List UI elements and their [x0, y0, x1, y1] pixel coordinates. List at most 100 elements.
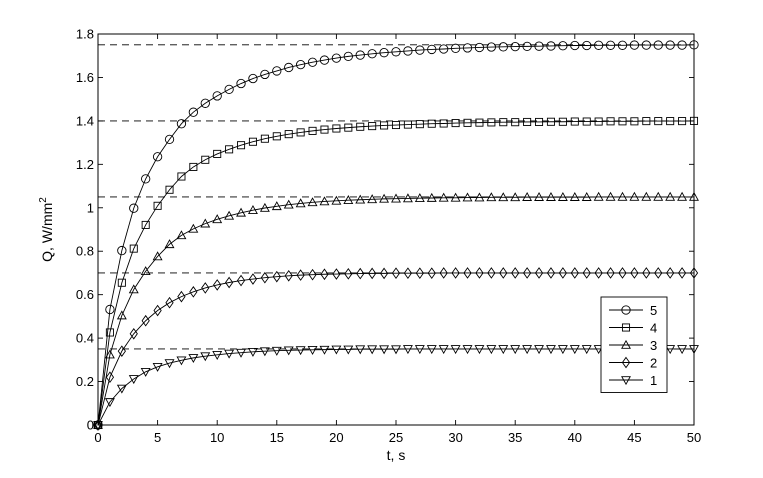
- y-tick-label: 0.8: [76, 244, 94, 259]
- data-point-2: [391, 267, 401, 279]
- data-point-3: [319, 196, 330, 206]
- axis-ticks: [97, 33, 695, 426]
- data-point-2: [415, 267, 424, 279]
- data-point-5: [582, 40, 592, 51]
- data-point-2: [606, 267, 615, 279]
- x-tick-label: 35: [508, 430, 522, 445]
- legend-marker-2: [621, 356, 631, 369]
- data-point-3: [259, 202, 270, 212]
- data-point-2: [189, 286, 198, 298]
- y-tick-label: 1.2: [76, 157, 94, 172]
- data-point-5: [486, 42, 497, 52]
- data-point-5: [403, 46, 413, 56]
- data-point-2: [344, 267, 353, 280]
- data-point-5: [236, 78, 246, 89]
- series-3: [93, 191, 699, 429]
- data-point-3: [307, 197, 318, 207]
- data-point-4: [284, 130, 293, 139]
- data-point-4: [594, 117, 603, 126]
- y-tick-label: 0: [87, 418, 94, 433]
- data-point-2: [511, 267, 520, 279]
- legend-marker-1: [621, 376, 631, 386]
- data-point-3: [617, 191, 628, 201]
- data-point-4: [415, 120, 424, 129]
- data-point-2: [522, 267, 532, 279]
- data-point-3: [116, 310, 127, 320]
- data-point-3: [593, 191, 604, 201]
- data-point-5: [450, 43, 461, 53]
- data-point-1: [414, 345, 425, 355]
- data-point-3: [557, 192, 568, 201]
- data-point-5: [355, 50, 365, 60]
- data-point-3: [140, 266, 151, 276]
- legend-marker-4: [621, 323, 631, 332]
- data-point-1: [581, 345, 592, 355]
- data-point-2: [129, 327, 138, 340]
- data-point-1: [557, 345, 568, 355]
- data-point-3: [569, 192, 580, 201]
- data-point-5: [641, 40, 651, 50]
- data-point-4: [272, 132, 281, 141]
- data-point-5: [629, 40, 640, 50]
- data-point-4: [618, 117, 627, 126]
- data-point-2: [630, 267, 639, 279]
- data-point-4: [368, 122, 377, 131]
- data-point-2: [248, 273, 258, 285]
- data-point-5: [248, 73, 258, 84]
- data-point-2: [165, 296, 174, 309]
- data-point-4: [189, 162, 198, 171]
- data-point-2: [284, 269, 293, 282]
- data-point-1: [379, 345, 390, 355]
- legend-item-5: 5: [609, 303, 657, 318]
- data-point-5: [605, 40, 616, 50]
- data-point-4: [606, 117, 615, 126]
- data-point-5: [117, 245, 127, 256]
- data-point-3: [414, 193, 425, 203]
- data-point-3: [653, 191, 664, 201]
- data-point-4: [296, 128, 305, 137]
- x-tick-label: 30: [448, 430, 462, 445]
- data-point-2: [439, 267, 448, 279]
- data-point-2: [201, 282, 210, 294]
- data-point-5: [164, 134, 175, 145]
- data-point-5: [212, 91, 222, 101]
- data-point-3: [391, 193, 401, 203]
- data-point-3: [450, 192, 461, 202]
- data-point-1: [259, 347, 270, 357]
- data-point-1: [534, 345, 545, 355]
- data-point-4: [260, 134, 269, 143]
- x-tick-label: 25: [389, 430, 403, 445]
- data-point-2: [558, 267, 568, 279]
- data-point-5: [152, 152, 163, 162]
- data-point-4: [391, 120, 401, 130]
- data-point-2: [546, 267, 556, 279]
- data-point-4: [475, 118, 484, 127]
- data-point-1: [104, 398, 115, 408]
- data-point-1: [510, 345, 521, 355]
- data-point-1: [402, 345, 413, 355]
- y-tick-label: 1.8: [76, 27, 94, 42]
- data-point-3: [367, 194, 378, 204]
- data-point-1: [450, 345, 461, 355]
- y-axis-label-main: Q, W/mm: [39, 203, 55, 262]
- series-5: [93, 40, 699, 430]
- data-point-1: [498, 345, 509, 355]
- data-point-1: [116, 384, 127, 394]
- data-point-1: [569, 345, 580, 355]
- data-point-3: [677, 191, 688, 201]
- legend-item-3: 3: [609, 338, 657, 353]
- data-point-2: [379, 267, 389, 280]
- legend-item-1: 1: [609, 373, 657, 388]
- legend-label: 1: [650, 373, 657, 388]
- data-point-3: [665, 191, 676, 201]
- data-point-2: [475, 267, 484, 279]
- data-point-5: [129, 203, 139, 213]
- data-point-5: [224, 84, 234, 95]
- data-point-5: [379, 48, 389, 58]
- data-point-5: [188, 107, 199, 117]
- data-point-4: [248, 137, 257, 146]
- data-point-2: [105, 371, 115, 384]
- data-point-4: [439, 119, 448, 128]
- data-point-2: [582, 267, 591, 279]
